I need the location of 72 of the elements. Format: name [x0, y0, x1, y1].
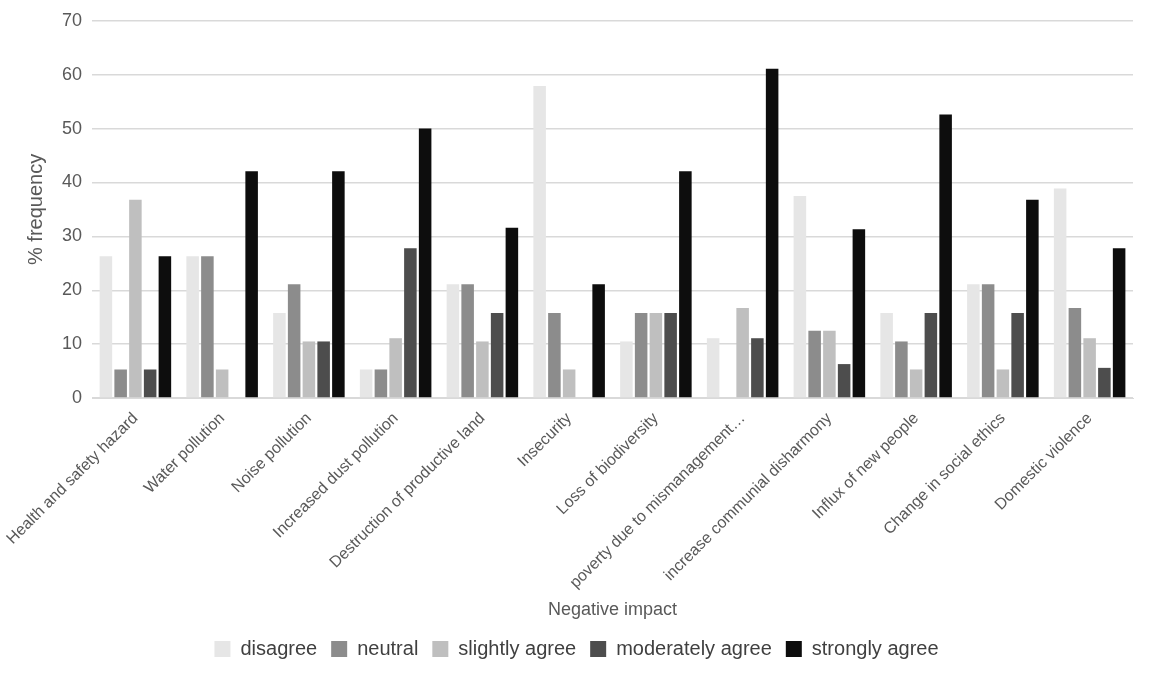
bar — [287, 284, 301, 398]
bar — [245, 171, 258, 398]
bar — [418, 128, 432, 398]
bar — [201, 256, 214, 398]
bar — [592, 284, 605, 398]
bar — [649, 312, 663, 398]
bar — [389, 338, 402, 398]
bar — [446, 284, 460, 398]
y-tick-label: 50 — [61, 117, 83, 138]
bar — [1026, 199, 1039, 398]
bar — [158, 256, 172, 398]
legend-label: moderately agree — [616, 636, 772, 659]
bar — [924, 312, 938, 398]
y-axis-title: % frequency — [23, 153, 46, 265]
bar — [533, 86, 546, 398]
bar — [852, 229, 866, 398]
bar — [461, 284, 474, 398]
bar — [490, 312, 504, 398]
bar — [1098, 367, 1111, 398]
y-tick-label: 70 — [61, 9, 83, 30]
bar — [765, 68, 779, 398]
bar — [909, 369, 923, 398]
y-tick-label: 40 — [61, 171, 83, 192]
y-tick-label: 60 — [61, 63, 83, 84]
bar — [215, 369, 229, 398]
bar — [996, 369, 1010, 398]
bar — [895, 341, 908, 398]
bar — [273, 312, 286, 398]
bar — [880, 312, 893, 398]
bar — [505, 227, 519, 398]
bar — [620, 341, 633, 398]
bar — [751, 338, 764, 398]
bar — [793, 195, 807, 398]
bar — [967, 284, 980, 398]
bar — [1068, 308, 1082, 398]
bar — [548, 312, 561, 398]
bar — [837, 364, 851, 398]
bar — [823, 330, 836, 398]
y-tick-label: 20 — [61, 279, 83, 300]
y-tick-label: 0 — [72, 387, 83, 407]
y-tick-label: 30 — [61, 225, 83, 246]
bar — [808, 330, 821, 398]
x-axis-title: Negative impact — [547, 599, 678, 620]
legend-label: strongly agree — [811, 636, 939, 659]
y-tick-label: 10 — [61, 333, 83, 354]
legend-label: slightly agree — [458, 636, 577, 659]
bar — [939, 114, 952, 398]
bar — [114, 369, 127, 398]
bar — [476, 341, 489, 398]
legend-label: disagree — [240, 636, 318, 659]
bar — [736, 308, 749, 398]
bar — [981, 284, 995, 398]
bar — [129, 199, 142, 398]
bar — [1053, 188, 1067, 398]
bar — [186, 256, 199, 398]
bar — [664, 312, 677, 398]
bar — [1011, 312, 1024, 398]
bar — [1083, 338, 1096, 398]
bar — [404, 248, 417, 398]
bar — [562, 369, 576, 398]
bar — [143, 369, 157, 398]
bar — [679, 171, 692, 398]
bar — [374, 369, 388, 398]
bar — [634, 312, 648, 398]
bar — [359, 369, 373, 398]
bar — [317, 341, 330, 398]
bar — [1112, 248, 1126, 398]
bar — [302, 341, 316, 398]
bar — [99, 256, 113, 398]
bar — [706, 338, 720, 398]
legend-label: neutral — [357, 636, 419, 659]
bar — [332, 171, 345, 398]
